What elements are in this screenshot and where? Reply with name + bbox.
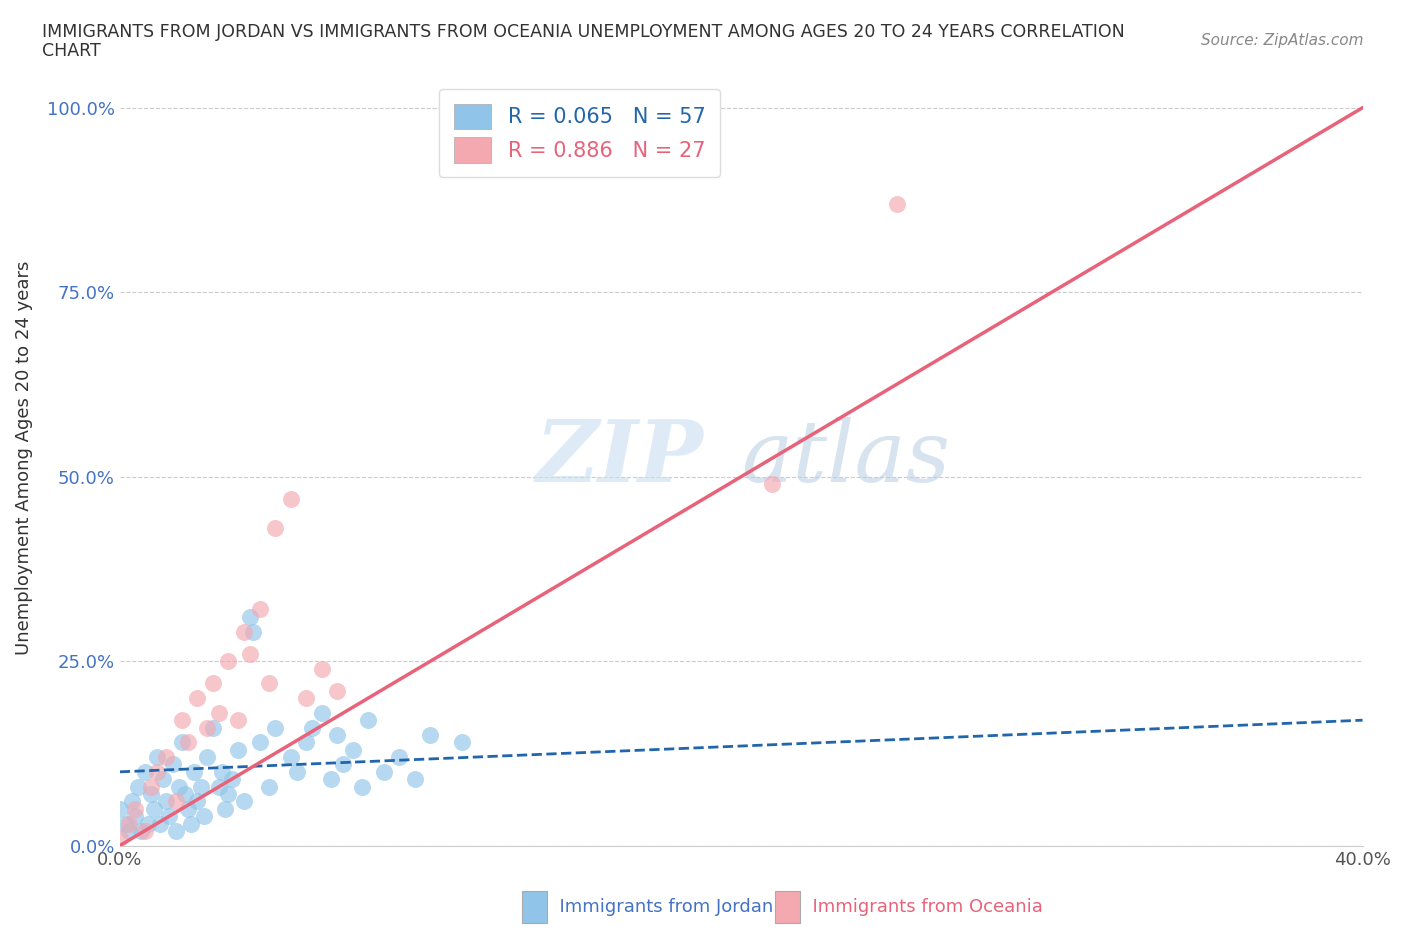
Text: Immigrants from Jordan: Immigrants from Jordan (548, 897, 773, 916)
Point (326, 684, 349, 698)
Point (139, 779, 162, 794)
Text: CHART: CHART (42, 42, 101, 60)
Point (201, 676, 224, 691)
Point (121, 794, 143, 809)
Point (342, 742, 364, 757)
Point (404, 772, 426, 787)
Point (211, 764, 233, 779)
Y-axis label: Unemployment Among Ages 20 to 24 years: Unemployment Among Ages 20 to 24 years (15, 261, 32, 656)
Point (124, 802, 146, 817)
Point (134, 764, 156, 779)
Point (280, 750, 302, 764)
Point (177, 735, 200, 750)
Point (285, 764, 308, 779)
Point (319, 772, 342, 787)
Point (118, 816, 141, 830)
Point (226, 742, 249, 757)
Point (257, 676, 280, 691)
Point (388, 750, 411, 764)
Point (239, 609, 262, 624)
Text: atlas: atlas (741, 417, 950, 499)
Point (264, 720, 287, 735)
Point (450, 735, 472, 750)
Point (165, 794, 187, 809)
Point (155, 794, 177, 809)
Point (201, 720, 224, 735)
Point (152, 772, 174, 787)
Point (761, 476, 783, 491)
Point (162, 757, 184, 772)
Point (186, 691, 208, 706)
Point (159, 809, 181, 824)
Point (218, 787, 240, 802)
Point (124, 809, 146, 824)
Point (142, 802, 165, 817)
Point (357, 712, 380, 727)
Point (108, 802, 131, 817)
Point (149, 816, 172, 830)
Point (134, 823, 156, 838)
Point (183, 764, 205, 779)
Point (155, 750, 177, 764)
Point (295, 735, 318, 750)
Point (239, 646, 262, 661)
Legend: R = 0.065   N = 57, R = 0.886   N = 27: R = 0.065 N = 57, R = 0.886 N = 27 (439, 89, 720, 178)
Text: ZIP: ZIP (536, 417, 704, 500)
Point (131, 823, 153, 838)
Point (115, 816, 138, 830)
Point (118, 823, 141, 838)
Point (373, 764, 395, 779)
Point (136, 816, 159, 830)
Point (886, 196, 908, 211)
Point (214, 802, 236, 817)
Point (146, 750, 169, 764)
Text: IMMIGRANTS FROM JORDAN VS IMMIGRANTS FROM OCEANIA UNEMPLOYMENT AMONG AGES 20 TO : IMMIGRANTS FROM JORDAN VS IMMIGRANTS FRO… (42, 23, 1125, 41)
Point (295, 691, 318, 706)
Point (186, 794, 208, 809)
Point (249, 602, 271, 617)
Point (419, 727, 441, 742)
Point (170, 735, 193, 750)
Point (146, 764, 169, 779)
Point (193, 809, 215, 824)
Point (174, 787, 197, 802)
Point (242, 624, 264, 639)
Point (139, 787, 162, 802)
Point (190, 779, 212, 794)
Point (249, 735, 271, 750)
Point (221, 772, 243, 787)
Point (264, 521, 287, 536)
Point (233, 794, 256, 809)
Point (167, 779, 190, 794)
Point (233, 624, 256, 639)
Point (280, 491, 302, 506)
Point (127, 779, 149, 794)
Point (332, 757, 354, 772)
Point (218, 654, 240, 669)
Point (165, 823, 187, 838)
Point (301, 720, 323, 735)
Point (195, 750, 218, 764)
Point (177, 802, 200, 817)
Point (352, 779, 374, 794)
Point (170, 712, 193, 727)
Point (326, 727, 349, 742)
Point (108, 830, 131, 845)
Point (208, 705, 231, 720)
Point (195, 720, 218, 735)
Point (311, 661, 333, 676)
Point (226, 712, 249, 727)
Point (311, 705, 333, 720)
Point (257, 779, 280, 794)
Text: Source: ZipAtlas.com: Source: ZipAtlas.com (1201, 33, 1364, 47)
Text: Immigrants from Oceania: Immigrants from Oceania (801, 897, 1043, 916)
Point (208, 779, 231, 794)
Point (180, 816, 202, 830)
